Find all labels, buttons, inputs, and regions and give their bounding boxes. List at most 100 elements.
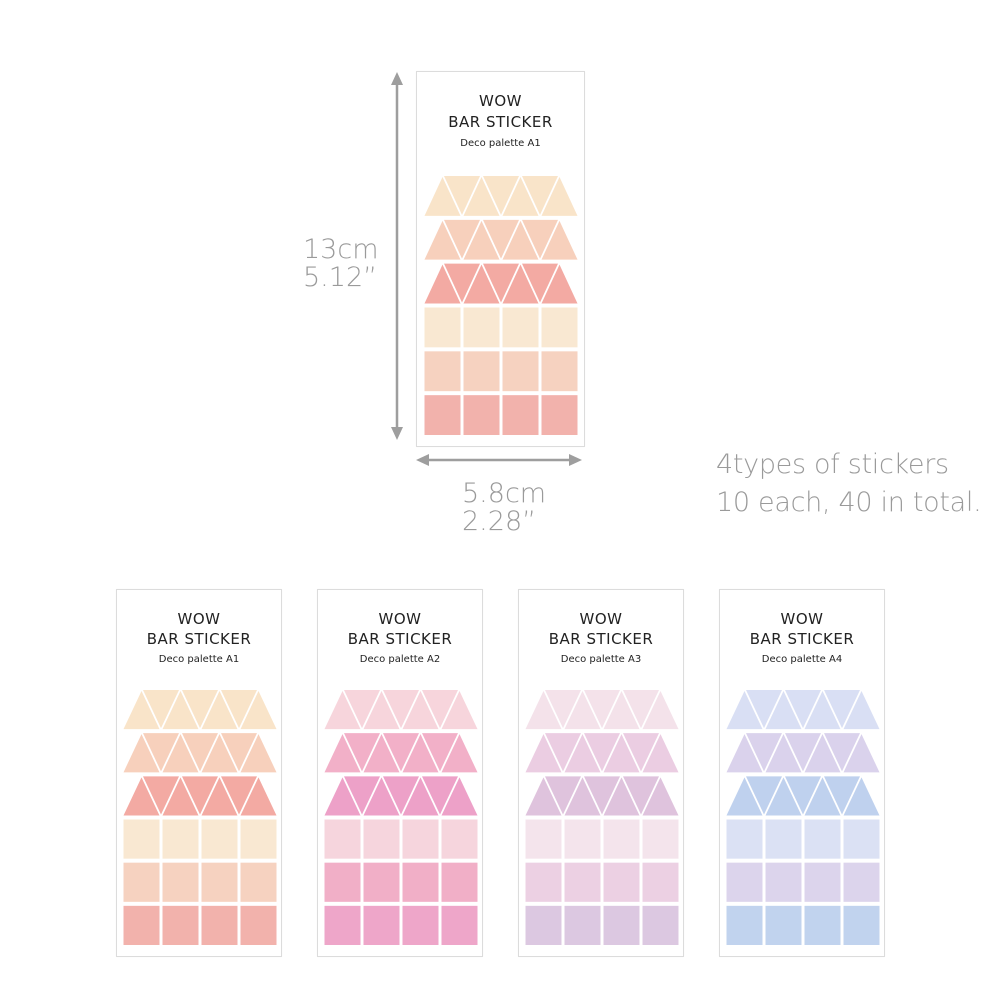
square-sticker: [162, 905, 199, 945]
triangle-sticker: [424, 264, 461, 304]
triangle-sticker: [541, 220, 578, 260]
width-cm-label: 5.8cm: [462, 478, 547, 509]
square-sticker: [603, 819, 640, 859]
triangle-sticker: [162, 777, 199, 816]
square-sticker: [502, 307, 539, 348]
sheet-title-line2: BAR STICKER: [548, 630, 654, 648]
square-sticker: [324, 819, 361, 859]
triangle-sticker: [424, 177, 461, 216]
square-sticker: [123, 819, 160, 859]
square-sticker: [502, 351, 539, 392]
sticker-grid: [324, 690, 478, 945]
triangle-sticker: [603, 777, 640, 816]
triangle-sticker: [824, 776, 860, 815]
triangle-sticker: [584, 733, 620, 772]
sheet-subtitle: Deco palette A4: [761, 654, 843, 665]
sheet-title-line2: BAR STICKER: [749, 630, 855, 648]
square-sticker: [441, 819, 478, 859]
triangle-sticker: [344, 690, 380, 729]
triangle-sticker: [525, 691, 562, 730]
triangle-sticker: [564, 777, 601, 816]
triangle-sticker: [441, 691, 478, 730]
triangle-sticker: [623, 776, 659, 815]
triangle-sticker: [363, 734, 400, 773]
triangle-sticker: [642, 734, 679, 773]
triangle-sticker: [785, 690, 821, 729]
triangle-sticker: [444, 263, 480, 303]
square-sticker: [525, 862, 562, 902]
triangle-sticker: [804, 691, 841, 730]
triangle-sticker: [324, 734, 361, 773]
triangle-sticker: [584, 690, 620, 729]
triangle-sticker: [603, 691, 640, 730]
triangle-sticker: [541, 264, 578, 304]
triangle-sticker: [843, 734, 880, 773]
square-sticker: [363, 905, 400, 945]
triangle-sticker: [545, 690, 581, 729]
triangle-sticker: [726, 691, 763, 730]
square-sticker: [162, 862, 199, 902]
triangle-sticker: [564, 734, 601, 773]
square-sticker: [765, 862, 802, 902]
square-sticker: [843, 819, 880, 859]
palette-sheet-a4: WOW BAR STICKER Deco palette A4: [719, 589, 885, 957]
triangle-sticker: [444, 219, 480, 259]
triangle-sticker: [843, 777, 880, 816]
triangle-sticker: [240, 691, 277, 730]
palette-sheet-a1: WOW BAR STICKER Deco palette A1: [116, 589, 282, 957]
square-sticker: [642, 862, 679, 902]
triangle-sticker: [402, 734, 439, 773]
triangle-sticker: [483, 176, 519, 215]
square-sticker: [502, 395, 539, 435]
info-line-1: 4types of stickers: [716, 449, 949, 480]
triangle-sticker: [726, 777, 763, 816]
triangle-sticker: [221, 733, 257, 772]
square-sticker: [642, 905, 679, 945]
sheet-title-line2: BAR STICKER: [448, 113, 553, 131]
triangle-sticker: [525, 777, 562, 816]
triangle-sticker: [182, 733, 218, 772]
triangle-sticker: [240, 734, 277, 773]
square-sticker: [240, 862, 277, 902]
triangle-sticker: [201, 691, 238, 730]
square-sticker: [424, 351, 461, 392]
triangle-sticker: [383, 776, 419, 815]
triangle-sticker: [383, 733, 419, 772]
square-sticker: [765, 905, 802, 945]
triangle-sticker: [182, 690, 218, 729]
triangle-sticker: [422, 733, 458, 772]
triangle-sticker: [344, 733, 380, 772]
square-sticker: [726, 819, 763, 859]
triangle-sticker: [402, 691, 439, 730]
square-sticker: [541, 351, 578, 392]
triangle-sticker: [162, 691, 199, 730]
square-sticker: [201, 819, 238, 859]
triangle-sticker: [843, 691, 880, 730]
triangle-sticker: [522, 176, 558, 215]
triangle-sticker: [201, 777, 238, 816]
square-sticker: [363, 819, 400, 859]
palette-sheet-a3: WOW BAR STICKER Deco palette A3: [518, 589, 684, 957]
triangle-sticker: [765, 691, 802, 730]
triangle-sticker: [221, 776, 257, 815]
triangle-sticker: [483, 219, 519, 259]
square-sticker: [363, 862, 400, 902]
sheet-subtitle: Deco palette A2: [359, 654, 441, 665]
square-sticker: [726, 862, 763, 902]
sheet-title-line2: BAR STICKER: [146, 630, 252, 648]
square-sticker: [324, 905, 361, 945]
square-sticker: [843, 862, 880, 902]
sheet-subtitle: Deco palette A3: [560, 654, 642, 665]
square-sticker: [201, 905, 238, 945]
triangle-sticker: [785, 776, 821, 815]
triangle-sticker: [522, 219, 558, 259]
triangle-sticker: [584, 776, 620, 815]
triangle-sticker: [344, 776, 380, 815]
triangle-sticker: [363, 691, 400, 730]
square-sticker: [463, 351, 500, 392]
square-sticker: [564, 905, 601, 945]
triangle-sticker: [221, 690, 257, 729]
triangle-sticker: [123, 691, 160, 730]
triangle-sticker: [603, 734, 640, 773]
hero-sticker-sheet: WOW BAR STICKER Deco palette A1: [416, 71, 585, 447]
